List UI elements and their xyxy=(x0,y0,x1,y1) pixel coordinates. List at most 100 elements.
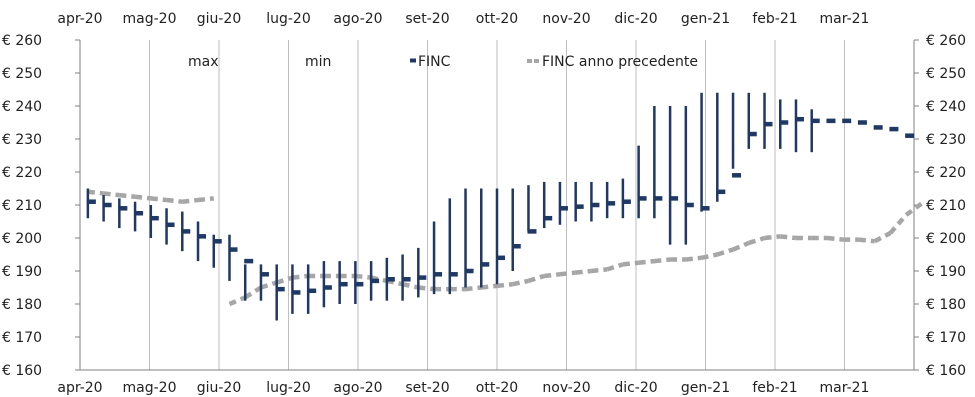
chart-axes xyxy=(75,39,919,371)
finc-marker-3 xyxy=(134,211,144,216)
finc-marker-30 xyxy=(558,206,568,211)
y-label-left-170: € 170 xyxy=(2,330,42,346)
x-label-bottom-feb-21: feb-21 xyxy=(752,380,797,396)
y-label-left-200: € 200 xyxy=(2,231,42,247)
finc-marker-46 xyxy=(810,118,820,124)
prev-year-line-1-27 xyxy=(654,257,671,264)
finc-marker-45 xyxy=(794,116,804,122)
prev-year-line-0-7 xyxy=(197,196,214,203)
finc-marker-13 xyxy=(291,290,301,295)
x-label-top-feb-21: feb-21 xyxy=(752,11,797,27)
prev-year-line-1-1 xyxy=(244,285,263,300)
finc-marker-33 xyxy=(606,201,616,206)
x-label-bottom-dic-20: dic-20 xyxy=(614,380,657,396)
finc-marker-16 xyxy=(338,281,348,287)
finc-marker-0 xyxy=(86,199,96,204)
finc-marker-44 xyxy=(779,120,789,125)
finc-marker-25 xyxy=(480,262,490,267)
prev-year-line-1-12 xyxy=(418,285,435,292)
y-label-right-200: € 200 xyxy=(926,231,966,247)
finc-marker-11 xyxy=(259,272,269,277)
prev-year-line-1-2 xyxy=(260,280,278,290)
prev-year-line-0-1 xyxy=(103,191,120,198)
x-label-top-nov-20: nov-20 xyxy=(542,11,590,27)
finc-marker-27 xyxy=(511,244,521,249)
prev-year-line-0-4 xyxy=(150,196,167,203)
prev-year-line-1-32 xyxy=(732,240,750,252)
y-label-right-210: € 210 xyxy=(926,198,966,214)
prev-year-line-0-3 xyxy=(134,194,152,201)
prev-year-line-1-15 xyxy=(465,285,482,292)
finc-marker-20 xyxy=(401,277,411,282)
finc-marker-42 xyxy=(747,131,757,137)
finc-marker-29 xyxy=(543,215,553,221)
finc-marker-19 xyxy=(385,277,395,282)
finc-marker-17 xyxy=(354,281,364,287)
prev-year-line-1-9 xyxy=(370,275,388,284)
y-label-left-220: € 220 xyxy=(2,165,42,181)
finc-marker-15 xyxy=(322,285,332,290)
legend: max min FINC FINC anno precedente xyxy=(188,54,698,70)
prev-year-line-1-16 xyxy=(481,283,498,290)
prev-year-line-0-5 xyxy=(166,197,183,204)
x-label-top-lug-20: lug-20 xyxy=(266,11,311,27)
prev-year-line-0-0 xyxy=(87,189,104,196)
x-label-bottom-gen-21: gen-21 xyxy=(681,380,730,396)
x-label-bottom-lug-20: lug-20 xyxy=(266,380,311,396)
y-label-left-230: € 230 xyxy=(2,132,42,148)
x-label-bottom-ott-20: ott-20 xyxy=(476,380,518,396)
x-label-top-gen-21: gen-21 xyxy=(681,11,730,27)
y-label-left-180: € 180 xyxy=(2,297,42,313)
finc-marker-43 xyxy=(763,121,773,127)
finc-marker-36 xyxy=(653,196,663,201)
finc-marker-24 xyxy=(464,268,474,274)
prev-year-line-1-43 xyxy=(904,201,924,217)
prev-year-line-1-19 xyxy=(527,273,545,284)
finc-marker-1 xyxy=(102,202,112,208)
prev-year-line-1-29 xyxy=(685,255,702,262)
finc-marker-28 xyxy=(527,229,537,234)
finc-marker-52 xyxy=(905,133,915,138)
y-label-left-210: € 210 xyxy=(2,198,42,214)
prev-year-line-1-34 xyxy=(764,234,781,241)
prev-year-line-1-22 xyxy=(575,268,592,275)
finc-marker-9 xyxy=(228,247,238,252)
x-label-top-ago-20: ago-20 xyxy=(333,11,382,27)
prev-year-line-1-42 xyxy=(888,213,908,235)
y-label-right-260: € 260 xyxy=(926,33,966,49)
finc-marker-50 xyxy=(873,125,883,130)
legend-label-2: FINC xyxy=(418,54,451,70)
prev-year-line-1-30 xyxy=(701,252,718,261)
x-label-top-apr-20: apr-20 xyxy=(57,11,102,27)
finc-marker-7 xyxy=(197,234,207,239)
y-label-right-230: € 230 xyxy=(926,132,966,148)
x-label-top-set-20: set-20 xyxy=(405,11,449,27)
y-label-right-160: € 160 xyxy=(926,363,966,379)
prev-year-line-1-38 xyxy=(827,235,844,242)
legend-label-0: max xyxy=(188,54,219,70)
finc-marker-34 xyxy=(621,199,631,204)
finc-marker-2 xyxy=(118,206,128,211)
finc-marker-10 xyxy=(244,258,254,264)
prev-year-line-1-25 xyxy=(622,260,639,267)
prev-year-line-1-18 xyxy=(512,278,529,287)
prev-year-line-1-35 xyxy=(780,234,797,241)
x-label-bottom-set-20: set-20 xyxy=(405,380,449,396)
prev-year-line-1-4 xyxy=(292,273,309,280)
legend-finc-marker xyxy=(410,58,416,63)
finc-marker-41 xyxy=(732,173,742,178)
y-label-right-190: € 190 xyxy=(926,264,966,280)
finc-marker-37 xyxy=(669,196,679,201)
finc-marker-12 xyxy=(275,286,285,292)
prev-year-line-0-6 xyxy=(182,197,199,204)
finc-marker-23 xyxy=(448,272,458,277)
finc-marker-6 xyxy=(181,229,191,234)
legend-label-1: min xyxy=(305,54,331,70)
finc-marker-39 xyxy=(700,206,710,211)
x-label-top-mag-20: mag-20 xyxy=(123,11,177,27)
finc-marker-5 xyxy=(165,222,175,228)
y-label-right-240: € 240 xyxy=(926,99,966,115)
y-label-right-170: € 170 xyxy=(926,330,966,346)
